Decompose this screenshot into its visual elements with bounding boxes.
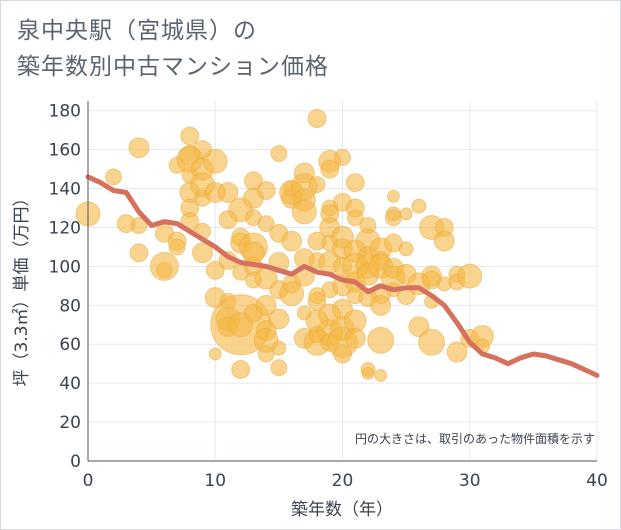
y-tick-label-100: 100 bbox=[49, 257, 81, 277]
bubble-point-62 bbox=[268, 308, 290, 330]
average-price-line bbox=[85, 174, 600, 378]
chart-title: 泉中央駅（宮城県）の 築年数別中古マンション価格 bbox=[17, 13, 329, 85]
bubble-point-131 bbox=[367, 326, 395, 354]
y-tick-label-20: 20 bbox=[59, 413, 81, 433]
y-tick-label-160: 160 bbox=[49, 141, 81, 161]
bubble-point-54 bbox=[255, 294, 277, 316]
bubble-point-4 bbox=[129, 243, 149, 263]
bubble-point-29 bbox=[208, 347, 222, 361]
bubble-point-133 bbox=[386, 189, 400, 203]
bubble-point-125 bbox=[361, 366, 375, 380]
bubble-point-1 bbox=[104, 168, 122, 186]
bubble-point-109 bbox=[345, 173, 365, 193]
trend-line-layer bbox=[85, 174, 600, 378]
y-tick-label-180: 180 bbox=[49, 102, 81, 122]
bubble-point-79 bbox=[307, 109, 327, 129]
bubble-layer bbox=[75, 109, 494, 382]
bubble-point-80 bbox=[308, 176, 326, 194]
bubble-point-111 bbox=[346, 209, 364, 227]
chart-title-line-2: 築年数別中古マンション価格 bbox=[17, 54, 329, 80]
bubble-point-117 bbox=[344, 327, 366, 349]
bubble-point-27 bbox=[205, 260, 225, 280]
bubble-point-51 bbox=[256, 181, 276, 201]
bubble-point-41 bbox=[231, 360, 251, 380]
bubble-point-74 bbox=[291, 199, 317, 225]
bubble-point-64 bbox=[271, 340, 287, 356]
bubble-point-58 bbox=[270, 145, 288, 163]
x-tick-label-40: 40 bbox=[586, 471, 608, 491]
bubble-point-67 bbox=[281, 230, 303, 252]
bubble-point-57 bbox=[257, 345, 275, 363]
bubble-point-5 bbox=[130, 217, 148, 235]
bubble-size-note: 円の大きさは、取引のあった物件面積を示す bbox=[355, 431, 595, 446]
x-tick-labels: 0 10 20 30 40 bbox=[83, 471, 608, 491]
y-tick-label-40: 40 bbox=[59, 374, 81, 394]
bubble-point-8 bbox=[149, 251, 179, 281]
axes bbox=[87, 101, 597, 462]
x-tick-label-20: 20 bbox=[332, 471, 354, 491]
bubble-point-99 bbox=[334, 148, 351, 166]
bubble-point-63 bbox=[270, 359, 288, 377]
bubble-point-108 bbox=[333, 344, 352, 364]
y-axis-title: 坪（3.3㎡）単価（万円） bbox=[12, 189, 32, 386]
y-tick-label-60: 60 bbox=[59, 335, 81, 355]
bubble-point-30 bbox=[217, 181, 239, 203]
x-axis-title: 築年数（年） bbox=[291, 500, 393, 520]
bubble-point-135 bbox=[384, 209, 402, 227]
y-tick-label-0: 0 bbox=[70, 452, 81, 472]
bubble-point-89 bbox=[320, 159, 340, 179]
x-tick-label-10: 10 bbox=[204, 471, 226, 491]
x-tick-label-30: 30 bbox=[459, 471, 481, 491]
bubble-point-12 bbox=[180, 126, 200, 146]
bubble-point-24 bbox=[192, 242, 214, 264]
bubble-point-10 bbox=[168, 238, 186, 256]
bubble-point-132 bbox=[374, 368, 388, 382]
bubble-point-69 bbox=[279, 281, 305, 307]
bubble-point-52 bbox=[257, 215, 275, 233]
y-tick-label-80: 80 bbox=[59, 296, 81, 316]
bubble-point-140 bbox=[399, 207, 413, 221]
bubble-point-144 bbox=[411, 198, 427, 214]
y-tick-label-120: 120 bbox=[49, 218, 81, 238]
chart-title-line-1: 泉中央駅（宮城県）の bbox=[17, 18, 257, 44]
bubble-point-151 bbox=[418, 328, 446, 356]
bubble-point-158 bbox=[457, 263, 483, 289]
bubble-point-25 bbox=[202, 148, 228, 174]
bubble-point-141 bbox=[398, 241, 414, 257]
x-tick-label-0: 0 bbox=[83, 471, 94, 491]
bubble-point-130 bbox=[370, 294, 392, 316]
y-tick-labels: 0 20 40 60 80 100 120 140 160 180 bbox=[49, 102, 81, 472]
bubble-point-157 bbox=[446, 341, 468, 363]
bubble-point-3 bbox=[128, 137, 150, 159]
y-tick-label-140: 140 bbox=[49, 180, 81, 200]
bubble-point-153 bbox=[433, 230, 455, 252]
